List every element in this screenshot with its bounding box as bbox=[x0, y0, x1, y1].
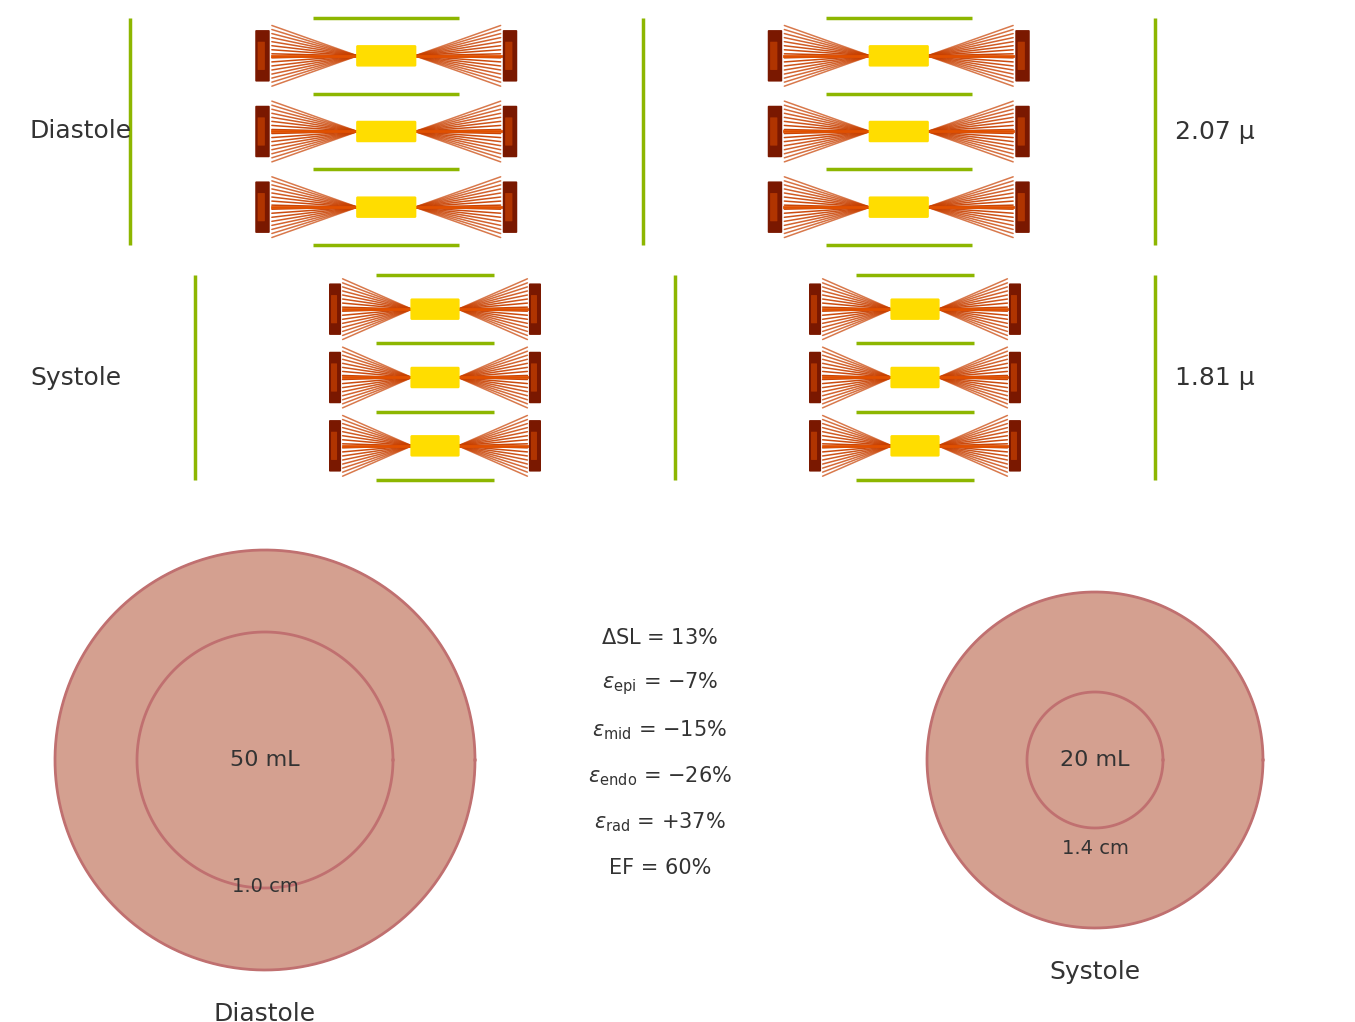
Text: Systole: Systole bbox=[30, 366, 121, 389]
Text: Diastole: Diastole bbox=[30, 120, 133, 143]
FancyBboxPatch shape bbox=[770, 118, 778, 145]
Text: $\itε$$_{\rm epi}$ = $-$7%: $\itε$$_{\rm epi}$ = $-$7% bbox=[602, 670, 718, 697]
FancyBboxPatch shape bbox=[331, 364, 337, 391]
FancyBboxPatch shape bbox=[411, 367, 459, 388]
FancyBboxPatch shape bbox=[1009, 420, 1022, 471]
FancyBboxPatch shape bbox=[770, 193, 778, 222]
Text: 50 mL: 50 mL bbox=[230, 750, 299, 770]
FancyBboxPatch shape bbox=[257, 42, 264, 69]
FancyBboxPatch shape bbox=[503, 182, 518, 233]
FancyBboxPatch shape bbox=[505, 118, 512, 145]
FancyBboxPatch shape bbox=[768, 182, 782, 233]
FancyBboxPatch shape bbox=[331, 295, 337, 323]
Polygon shape bbox=[927, 592, 1263, 928]
Text: 1.81 μ: 1.81 μ bbox=[1175, 366, 1255, 389]
FancyBboxPatch shape bbox=[531, 364, 537, 391]
FancyBboxPatch shape bbox=[1015, 105, 1030, 157]
FancyBboxPatch shape bbox=[411, 435, 459, 457]
Text: 2.07 μ: 2.07 μ bbox=[1175, 120, 1255, 143]
FancyBboxPatch shape bbox=[257, 193, 264, 222]
FancyBboxPatch shape bbox=[890, 298, 939, 320]
FancyBboxPatch shape bbox=[257, 118, 264, 145]
FancyBboxPatch shape bbox=[1018, 118, 1024, 145]
FancyBboxPatch shape bbox=[356, 196, 416, 218]
FancyBboxPatch shape bbox=[505, 42, 512, 69]
FancyBboxPatch shape bbox=[1015, 30, 1030, 82]
FancyBboxPatch shape bbox=[812, 431, 817, 460]
FancyBboxPatch shape bbox=[1011, 364, 1018, 391]
FancyBboxPatch shape bbox=[356, 121, 416, 142]
FancyBboxPatch shape bbox=[768, 30, 782, 82]
FancyBboxPatch shape bbox=[528, 283, 541, 335]
FancyBboxPatch shape bbox=[1011, 431, 1018, 460]
Text: Systole: Systole bbox=[1049, 960, 1141, 984]
Text: $\Delta$SL = 13%: $\Delta$SL = 13% bbox=[602, 628, 718, 648]
FancyBboxPatch shape bbox=[503, 30, 518, 82]
Text: $\itε$$_{\rm mid}$ = $-$15%: $\itε$$_{\rm mid}$ = $-$15% bbox=[592, 718, 728, 742]
Text: 1.4 cm: 1.4 cm bbox=[1061, 839, 1129, 858]
Text: $\itε$$_{\rm rad}$ = +37%: $\itε$$_{\rm rad}$ = +37% bbox=[593, 810, 726, 834]
Text: $\itε$$_{\rm endo}$ = $-$26%: $\itε$$_{\rm endo}$ = $-$26% bbox=[588, 764, 732, 788]
Text: Diastole: Diastole bbox=[214, 1002, 316, 1022]
FancyBboxPatch shape bbox=[1018, 42, 1024, 69]
FancyBboxPatch shape bbox=[411, 298, 459, 320]
FancyBboxPatch shape bbox=[890, 367, 939, 388]
FancyBboxPatch shape bbox=[768, 105, 782, 157]
FancyBboxPatch shape bbox=[528, 352, 541, 404]
FancyBboxPatch shape bbox=[255, 182, 270, 233]
FancyBboxPatch shape bbox=[869, 121, 928, 142]
Text: 20 mL: 20 mL bbox=[1060, 750, 1130, 770]
FancyBboxPatch shape bbox=[812, 295, 817, 323]
FancyBboxPatch shape bbox=[255, 30, 270, 82]
FancyBboxPatch shape bbox=[329, 420, 341, 471]
FancyBboxPatch shape bbox=[356, 45, 416, 66]
FancyBboxPatch shape bbox=[1015, 182, 1030, 233]
FancyBboxPatch shape bbox=[1009, 283, 1022, 335]
Text: 1.0 cm: 1.0 cm bbox=[232, 877, 298, 896]
FancyBboxPatch shape bbox=[869, 45, 928, 66]
Text: EF = 60%: EF = 60% bbox=[608, 858, 711, 878]
FancyBboxPatch shape bbox=[1011, 295, 1018, 323]
FancyBboxPatch shape bbox=[809, 352, 821, 404]
FancyBboxPatch shape bbox=[331, 431, 337, 460]
FancyBboxPatch shape bbox=[890, 435, 939, 457]
FancyBboxPatch shape bbox=[1009, 352, 1022, 404]
FancyBboxPatch shape bbox=[809, 283, 821, 335]
FancyBboxPatch shape bbox=[255, 105, 270, 157]
FancyBboxPatch shape bbox=[528, 420, 541, 471]
FancyBboxPatch shape bbox=[531, 295, 537, 323]
FancyBboxPatch shape bbox=[531, 431, 537, 460]
FancyBboxPatch shape bbox=[809, 420, 821, 471]
FancyBboxPatch shape bbox=[812, 364, 817, 391]
FancyBboxPatch shape bbox=[770, 42, 778, 69]
FancyBboxPatch shape bbox=[503, 105, 518, 157]
FancyBboxPatch shape bbox=[1018, 193, 1024, 222]
FancyBboxPatch shape bbox=[869, 196, 928, 218]
Polygon shape bbox=[56, 550, 476, 970]
FancyBboxPatch shape bbox=[329, 283, 341, 335]
FancyBboxPatch shape bbox=[505, 193, 512, 222]
FancyBboxPatch shape bbox=[329, 352, 341, 404]
